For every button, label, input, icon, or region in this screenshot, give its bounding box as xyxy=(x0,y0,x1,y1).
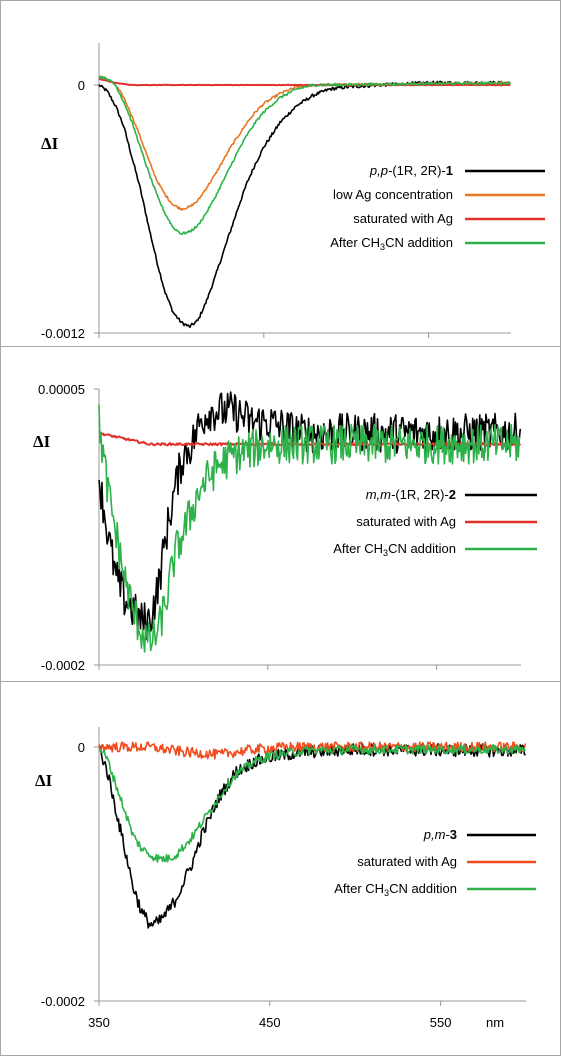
chart-panel-3: 0 -0.0002 350 450 550 nm ΔI p,m-3 saturated with… xyxy=(0,681,561,1056)
series-line xyxy=(98,743,526,929)
y-tick-label: 0.00005 xyxy=(38,382,85,397)
legend-entry-label: After CH3CN addition xyxy=(334,881,457,898)
legend-entry-label: saturated with Ag xyxy=(357,854,457,869)
legend: m,m-(1R, 2R)-2 saturated with Ag After CH3… xyxy=(333,487,537,558)
series-line xyxy=(98,75,511,235)
chart-panel-2: 0.00005 -0.0002 ΔI m,m-(1R, 2R)-2 saturated … xyxy=(0,346,561,682)
series-line xyxy=(98,80,511,329)
legend: p,p-(1R, 2R)-1 low Ag concentration satura… xyxy=(330,163,545,252)
axes: 0.00005 -0.0002 xyxy=(38,382,521,673)
chart-1: 0 -0.0012 ΔI p,p-(1R, 2R)-1 low Ag concentra… xyxy=(41,43,545,341)
legend-entry-label: After CH3CN addition xyxy=(330,235,453,252)
series-line xyxy=(98,404,521,653)
chart-2: 0.00005 -0.0002 ΔI m,m-(1R, 2R)-2 saturated … xyxy=(33,382,537,673)
legend-entry-label: saturated with Ag xyxy=(353,211,453,226)
legend-entry-label: low Ag concentration xyxy=(333,187,453,202)
x-tick-label: 550 xyxy=(430,1015,452,1030)
legend-entry-label: saturated with Ag xyxy=(356,514,456,529)
legend-entry-label: p,m-3 xyxy=(423,827,457,842)
y-tick-label: -0.0002 xyxy=(41,994,85,1009)
legend-entry-label: After CH3CN addition xyxy=(333,541,456,558)
x-unit-label: nm xyxy=(486,1015,504,1030)
y-axis-label: ΔI xyxy=(41,134,59,153)
y-tick-label: 0 xyxy=(78,78,85,93)
series-line xyxy=(99,431,522,447)
y-axis-label: ΔI xyxy=(35,771,53,790)
y-tick-label: 0 xyxy=(78,740,85,755)
y-axis-label: ΔI xyxy=(33,432,51,451)
axes: 0 -0.0012 xyxy=(41,43,511,341)
legend-entry-label: p,p-(1R, 2R)-1 xyxy=(369,163,453,178)
y-tick-label: -0.0012 xyxy=(41,326,85,341)
legend-entry-label: m,m-(1R, 2R)-2 xyxy=(366,487,456,502)
x-tick-label: 350 xyxy=(88,1015,110,1030)
y-tick-label: -0.0002 xyxy=(41,658,85,673)
x-tick-label: 450 xyxy=(259,1015,281,1030)
chart-panel-1: 0 -0.0012 ΔI p,p-(1R, 2R)-1 low Ag concentra… xyxy=(0,0,561,347)
series-line xyxy=(98,744,527,863)
legend: p,m-3 saturated with Ag After CH3CN additi… xyxy=(334,827,536,898)
series-line xyxy=(98,391,522,641)
